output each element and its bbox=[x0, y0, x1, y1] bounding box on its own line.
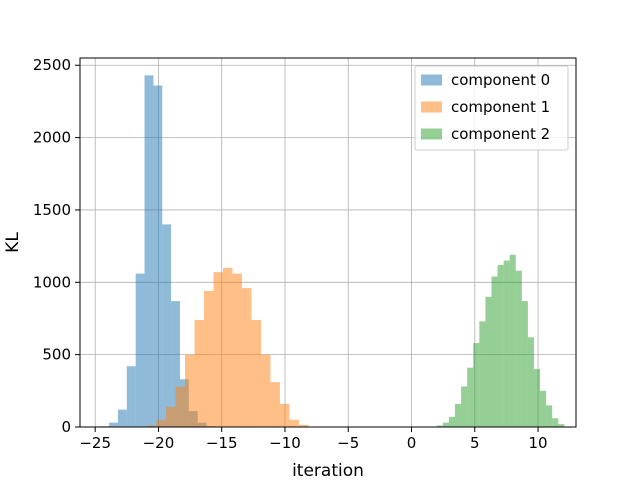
y-axis-ticks: 0 500 1000 1500 2000 2500 bbox=[33, 56, 80, 436]
legend-box bbox=[414, 65, 569, 151]
histogram-bar bbox=[527, 337, 534, 427]
series-2-bars bbox=[436, 254, 565, 427]
legend-label: component 2 bbox=[451, 125, 550, 143]
histogram-bar bbox=[213, 272, 223, 427]
y-tick-label: 1500 bbox=[33, 201, 71, 219]
histogram-bar bbox=[491, 276, 498, 427]
legend-items: component 0 component 1 component 2 bbox=[421, 71, 550, 143]
legend-item: component 1 bbox=[421, 98, 550, 116]
legend-label: component 0 bbox=[451, 71, 550, 89]
histogram-bar bbox=[162, 224, 172, 427]
legend-swatch bbox=[421, 128, 442, 140]
histogram-bar bbox=[156, 419, 167, 427]
histogram-bar bbox=[270, 382, 280, 427]
histogram-bar bbox=[558, 424, 565, 427]
x-tick-label: −15 bbox=[206, 434, 238, 452]
x-tick-label: −5 bbox=[337, 434, 359, 452]
histogram-bars bbox=[100, 75, 565, 428]
histogram-bar bbox=[436, 425, 443, 427]
histogram-bar bbox=[442, 422, 449, 427]
x-axis-ticks: −25 −20 −15 −10 −5 0 5 10 bbox=[79, 427, 548, 452]
histogram-bar bbox=[232, 273, 242, 427]
y-tick-label: 1000 bbox=[33, 273, 71, 291]
histogram-bar bbox=[171, 301, 180, 427]
histogram-bar bbox=[521, 301, 528, 427]
y-axis-label: KL bbox=[3, 232, 23, 253]
histogram-bar bbox=[473, 343, 480, 427]
histogram-bar bbox=[166, 406, 176, 427]
plot-frame bbox=[79, 57, 577, 428]
x-tick-label: 0 bbox=[407, 434, 417, 452]
x-tick-label: −25 bbox=[79, 434, 111, 452]
y-tick-label: 2500 bbox=[33, 56, 71, 74]
histogram-bar bbox=[185, 354, 195, 427]
histogram-bar bbox=[153, 85, 163, 428]
legend-swatch bbox=[421, 101, 442, 113]
histogram-bar bbox=[144, 75, 154, 427]
histogram-bar bbox=[204, 290, 214, 427]
histogram-bar bbox=[455, 403, 462, 427]
histogram-bar bbox=[448, 416, 456, 427]
legend-label: component 1 bbox=[451, 98, 550, 116]
histogram-bar bbox=[503, 260, 510, 427]
histogram-bar bbox=[298, 424, 309, 427]
histogram-bar bbox=[479, 321, 486, 427]
histogram-bar bbox=[109, 422, 118, 427]
histogram-bar bbox=[260, 354, 271, 427]
histogram-bar bbox=[461, 386, 468, 427]
histogram-bar bbox=[117, 409, 127, 427]
series-1-bars bbox=[147, 267, 309, 427]
histogram-bar bbox=[485, 296, 492, 427]
histogram-bar bbox=[251, 319, 261, 427]
histogram-bar bbox=[515, 270, 522, 427]
histogram-bar bbox=[135, 273, 145, 427]
histogram-bar bbox=[222, 267, 233, 427]
legend-item: component 0 bbox=[421, 71, 550, 89]
histogram-bar bbox=[126, 366, 136, 427]
legend-item: component 2 bbox=[421, 125, 550, 143]
y-tick-label: 0 bbox=[61, 418, 71, 436]
histogram-bar bbox=[509, 254, 516, 427]
legend: component 0 component 1 component 2 bbox=[414, 65, 569, 151]
y-tick-label: 500 bbox=[42, 346, 71, 364]
histogram-bar bbox=[540, 390, 547, 427]
x-tick-label: 5 bbox=[470, 434, 480, 452]
histogram-bar bbox=[147, 425, 157, 427]
histogram-bar bbox=[241, 288, 252, 427]
histogram-bar bbox=[533, 369, 541, 427]
x-axis-label: iteration bbox=[292, 461, 364, 480]
histogram-bar bbox=[552, 418, 559, 427]
x-tick-label: −10 bbox=[269, 434, 301, 452]
legend-swatch bbox=[421, 74, 442, 86]
x-tick-label: −20 bbox=[143, 434, 175, 452]
histogram-bar bbox=[279, 403, 290, 427]
histogram-bar bbox=[546, 405, 553, 427]
x-tick-label: 10 bbox=[528, 434, 547, 452]
histogram-bar bbox=[497, 264, 504, 427]
histogram-bar bbox=[467, 367, 474, 427]
y-tick-label: 2000 bbox=[33, 129, 71, 147]
histogram-bar bbox=[175, 386, 186, 427]
histogram-bar bbox=[289, 419, 299, 427]
histogram-bar bbox=[194, 319, 204, 427]
